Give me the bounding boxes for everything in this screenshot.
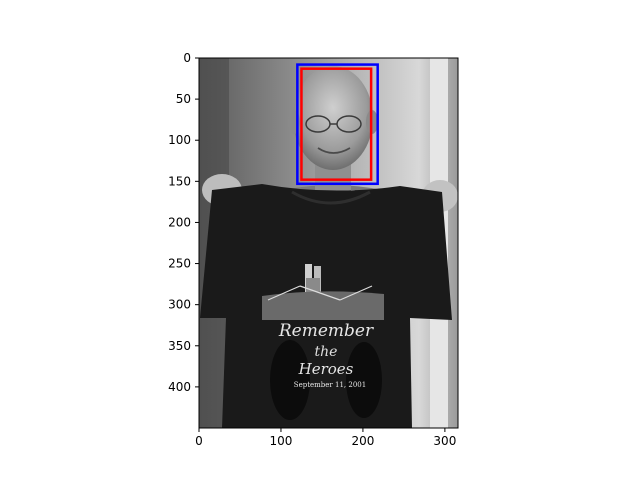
silhouette-left xyxy=(270,340,310,420)
y-axis: 0 50 100 150 200 250 300 350 400 xyxy=(168,51,199,394)
x-tick-label: 0 xyxy=(195,434,203,448)
y-tick-label: 350 xyxy=(168,339,191,353)
bounding-boxes xyxy=(296,63,379,186)
shirt-graphic xyxy=(262,264,384,420)
shirt-text-line-2: the xyxy=(315,344,338,360)
x-tick-label: 200 xyxy=(351,434,374,448)
axes-frame xyxy=(198,57,459,429)
bridge xyxy=(262,291,384,320)
glasses xyxy=(305,115,362,133)
shirt-text-line-4: September 11, 2001 xyxy=(294,381,366,389)
y-tick-label: 200 xyxy=(168,215,191,229)
y-tick-label: 150 xyxy=(168,174,191,188)
y-tick-label: 400 xyxy=(168,380,191,394)
flag xyxy=(306,278,320,292)
silhouette-right xyxy=(346,342,382,418)
x-tick-label: 100 xyxy=(270,434,293,448)
shirt-collar xyxy=(291,190,371,205)
head xyxy=(293,66,373,170)
x-axis: 0 100 200 300 xyxy=(195,428,456,448)
red-bounding-box xyxy=(300,67,373,181)
x-tick-label: 300 xyxy=(433,434,456,448)
y-tick-label: 300 xyxy=(168,298,191,312)
blue-bounding-box xyxy=(296,63,379,186)
y-tick-label: 50 xyxy=(176,92,191,106)
y-tick-label: 100 xyxy=(168,133,191,147)
bridge-cables xyxy=(267,285,373,301)
y-tick-label: 250 xyxy=(168,257,191,271)
photo: Remember the Heroes September 11, 2001 xyxy=(199,58,458,428)
shirt-text-line-3: Heroes xyxy=(298,360,354,378)
shirt-text-line-1: Remember xyxy=(278,321,374,341)
y-tick-label: 0 xyxy=(183,51,191,65)
smile xyxy=(317,147,351,154)
